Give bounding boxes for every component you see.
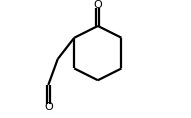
Text: O: O (44, 102, 53, 112)
Text: O: O (93, 0, 102, 10)
